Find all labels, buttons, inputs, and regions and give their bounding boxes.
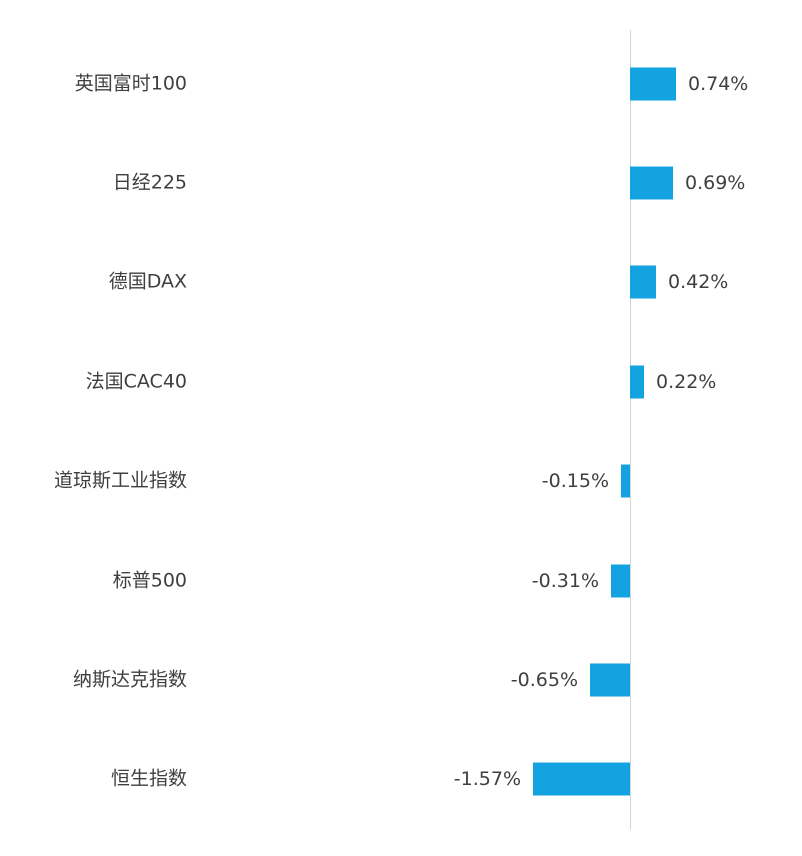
bar: [611, 564, 630, 598]
bar-row: 纳斯达克指数 -0.65%: [0, 630, 802, 729]
value-label: 0.74%: [688, 72, 749, 95]
value-label: -1.57%: [453, 768, 521, 791]
category-label: 纳斯达克指数: [72, 668, 187, 691]
bar-row: 德国DAX 0.42%: [0, 233, 802, 332]
category-label: 标普500: [112, 569, 187, 592]
bar-row: 英国富时100 0.74%: [0, 34, 802, 133]
bar: [630, 67, 676, 101]
bar: [590, 663, 630, 697]
bar-row: 道琼斯工业指数 -0.15%: [0, 432, 802, 531]
value-label: -0.15%: [541, 470, 609, 493]
category-label: 法国CAC40: [85, 370, 187, 393]
value-label: 0.22%: [656, 370, 717, 393]
bar-row: 恒生指数 -1.57%: [0, 730, 802, 829]
bar: [630, 265, 656, 299]
bar: [533, 762, 630, 796]
category-label: 恒生指数: [110, 768, 187, 791]
category-label: 英国富时100: [74, 72, 187, 95]
bar: [630, 166, 673, 200]
category-label: 道琼斯工业指数: [53, 469, 187, 492]
zero-axis-line: [630, 30, 631, 830]
bar-row: 标普500 -0.31%: [0, 531, 802, 630]
category-label: 德国DAX: [108, 271, 187, 294]
value-label: 0.42%: [668, 271, 729, 294]
category-label: 日经225: [112, 171, 187, 194]
value-label: -0.31%: [531, 569, 599, 592]
bar-row: 法国CAC40 0.22%: [0, 332, 802, 431]
bar: [621, 464, 630, 498]
value-label: 0.69%: [685, 172, 746, 195]
bar: [630, 365, 644, 399]
bar-row: 日经225 0.69%: [0, 133, 802, 232]
value-label: -0.65%: [510, 669, 578, 692]
